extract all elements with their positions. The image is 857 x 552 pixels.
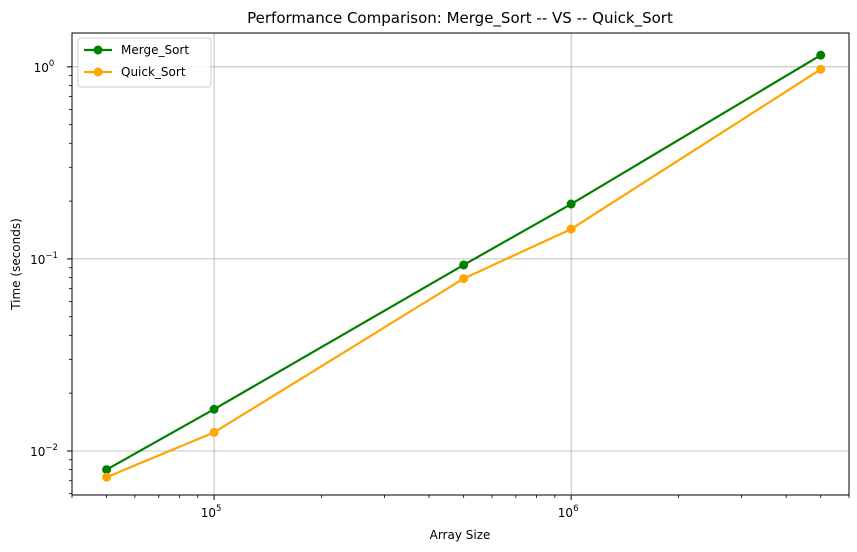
minor-ticks — [69, 75, 850, 498]
legend: Merge_Sort Quick_Sort — [77, 37, 212, 88]
legend-marker — [93, 45, 103, 55]
y-tick-label: 10−1 — [30, 251, 58, 267]
x-tick-label: 105 — [201, 504, 222, 520]
data-point — [816, 64, 826, 74]
legend-label: Merge_Sort — [121, 43, 189, 57]
y-tick-label: 100 — [34, 59, 55, 75]
legend-label: Quick_Sort — [121, 65, 186, 79]
x-axis-label: Array Size — [430, 528, 491, 542]
y-tick-label: 10−2 — [30, 443, 58, 459]
data-point — [459, 260, 469, 270]
data-point — [209, 427, 219, 437]
series-group — [102, 50, 826, 482]
chart-title: Performance Comparison: Merge_Sort -- VS… — [247, 9, 673, 28]
x-ticks: 105 106 — [201, 495, 579, 520]
legend-marker — [93, 67, 103, 77]
data-point — [566, 199, 576, 209]
data-point — [566, 224, 576, 234]
data-point — [102, 472, 112, 482]
data-point — [209, 404, 219, 414]
y-ticks: 10−2 10−1 100 — [30, 59, 72, 459]
data-point — [459, 274, 469, 284]
y-axis-label: Time (seconds) — [9, 218, 23, 311]
data-point — [102, 465, 112, 475]
x-tick-label: 106 — [558, 504, 579, 520]
data-point — [816, 50, 826, 60]
plot-frame — [71, 32, 850, 496]
